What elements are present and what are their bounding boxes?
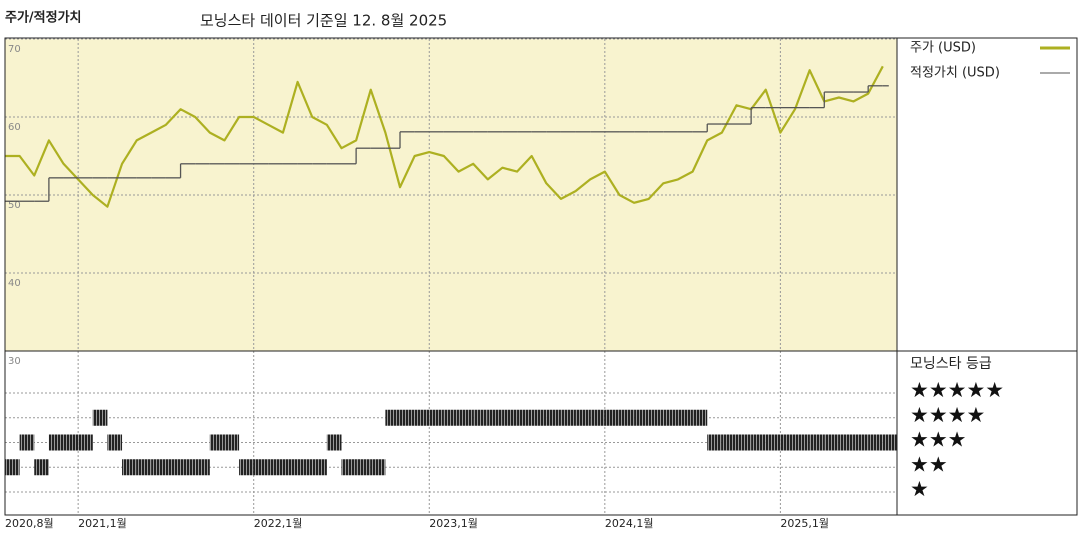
rating-bar (356, 459, 371, 476)
rating-bar (385, 409, 401, 426)
rating-bar (546, 409, 561, 426)
y-tick-label: 40 (8, 278, 21, 289)
x-tick-label: 2024,1월 (605, 517, 654, 530)
rating-bar (677, 409, 693, 426)
rating-bar (180, 459, 196, 476)
legend-label: 적정가치 (USD) (910, 66, 1000, 81)
rating-bar (107, 434, 123, 451)
rating-bar (400, 409, 415, 426)
rating-bar (34, 459, 49, 476)
rating-bar (517, 409, 532, 426)
rating-bar (165, 459, 181, 476)
rating-bar (458, 409, 474, 426)
x-tick-label: 2020,8월 (5, 517, 54, 530)
rating-bar (443, 409, 459, 426)
rating-bar (282, 459, 298, 476)
rating-bar (531, 409, 547, 426)
rating-legend: ★★★★ (910, 403, 985, 427)
rating-bar (209, 434, 225, 451)
rating-bar (239, 459, 254, 476)
rating-bar (838, 434, 854, 451)
rating-bar (487, 409, 503, 426)
rating-bar (692, 409, 708, 426)
rating-bar (122, 459, 137, 476)
rating-bar (63, 434, 79, 451)
x-tick-label: 2025,1월 (780, 517, 829, 530)
rating-bar (765, 434, 781, 451)
rating-bar (414, 409, 430, 426)
rating-bar (795, 434, 810, 451)
price-line (5, 65, 884, 208)
rating-bar (780, 434, 796, 451)
rating-bar (590, 409, 605, 426)
rating-bar (502, 409, 518, 426)
x-tick-label: 2021,1월 (78, 517, 127, 530)
rating-bar (48, 434, 64, 451)
rating-legend: ★★★★★ (910, 378, 1004, 402)
chart-subtitle: 모닝스타 데이터 기준일 12. 8월 2025 (200, 12, 447, 30)
rating-bar (19, 434, 35, 451)
y-tick-label: 70 (8, 44, 21, 55)
rating-bar (824, 434, 839, 451)
y-tick-label: 50 (8, 200, 21, 211)
rating-legend: ★★★ (910, 428, 966, 452)
chart-title: 주가/적정가치 (5, 10, 82, 26)
rating-bar (312, 459, 327, 476)
rating-bar (868, 434, 883, 451)
rating-bar (341, 459, 357, 476)
x-tick-label: 2023,1월 (429, 517, 478, 530)
rating-bar (853, 434, 869, 451)
rating-bar (429, 409, 444, 426)
rating-bar (736, 434, 752, 451)
rating-bar (707, 434, 722, 451)
rating-bar (619, 409, 635, 426)
rating-bar (268, 459, 283, 476)
rating-bar (136, 459, 152, 476)
rating-bar (575, 409, 591, 426)
rating-bar (78, 434, 93, 451)
rating-legend: ★★ (910, 452, 948, 476)
rating-bar (92, 409, 108, 426)
rating-bar (297, 459, 313, 476)
rating-bar (224, 434, 240, 451)
rating-bar (151, 459, 166, 476)
rating-bar (809, 434, 825, 451)
rating-bar (604, 409, 620, 426)
rating-bar (370, 459, 386, 476)
rating-bar (195, 459, 210, 476)
x-tick-label: 2022,1월 (254, 517, 303, 530)
rating-bar (648, 409, 664, 426)
rating-bar (253, 459, 269, 476)
rating-bar (721, 434, 737, 451)
rating-bar (663, 409, 678, 426)
rating-legend: ★ (910, 477, 929, 501)
rating-bar (560, 409, 576, 426)
y-tick-label: 60 (8, 122, 21, 133)
legend-label: 주가 (USD) (910, 41, 976, 56)
frame (4, 37, 1078, 516)
rating-bar (5, 459, 20, 476)
rating-bar (326, 434, 342, 451)
rating-bar (634, 409, 649, 426)
rating-title: 모닝스타 등급 (910, 356, 992, 372)
y-tick-label: 30 (8, 356, 21, 367)
rating-bar (751, 434, 766, 451)
rating-bar (882, 434, 898, 451)
rating-bar (473, 409, 488, 426)
